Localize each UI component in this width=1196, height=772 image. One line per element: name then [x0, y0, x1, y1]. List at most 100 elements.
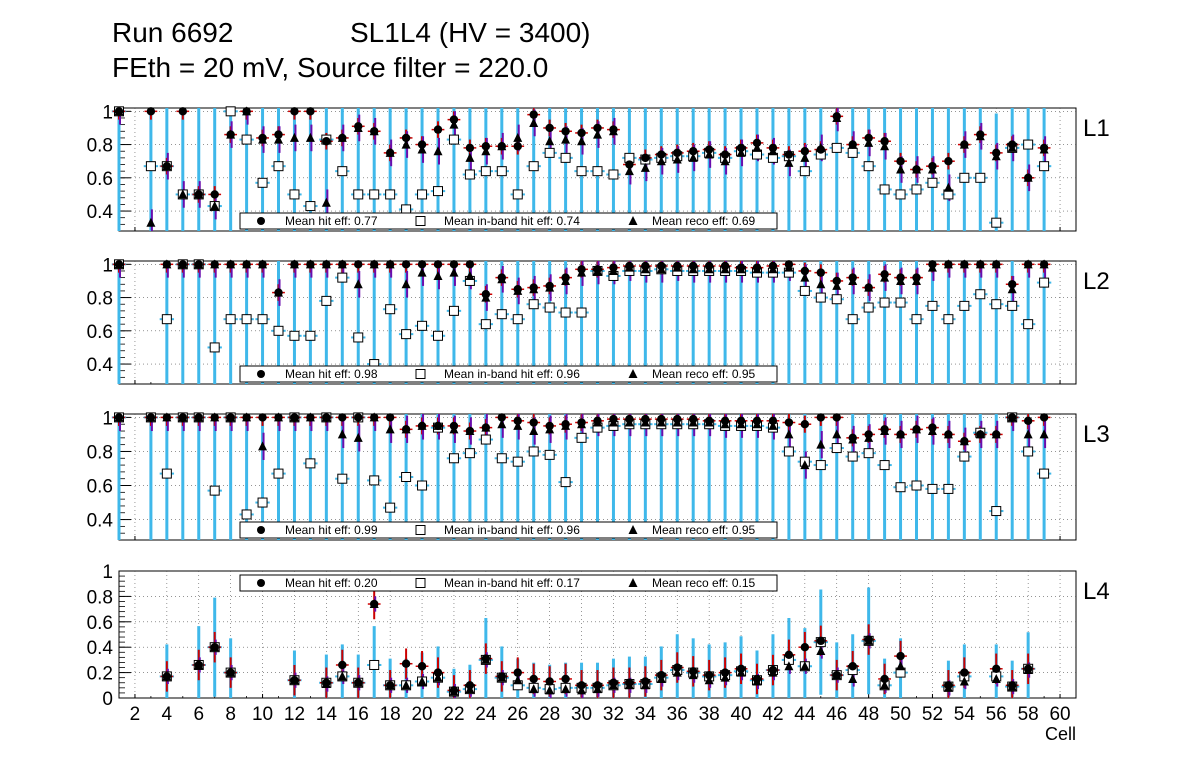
- hit-marker: [322, 678, 331, 687]
- hit-marker: [481, 290, 491, 299]
- reco-marker: [353, 279, 363, 289]
- hit-marker: [178, 107, 187, 116]
- hit-marker: [848, 433, 857, 443]
- hit-marker: [146, 413, 156, 422]
- reco-marker: [337, 671, 347, 681]
- inband-marker: [1023, 319, 1034, 330]
- inband-marker: [321, 295, 332, 306]
- legend-hit-label: Mean hit eff: 0.20: [285, 576, 378, 590]
- inband-marker: [847, 147, 858, 158]
- inband-marker: [863, 302, 874, 313]
- y-tick-label: 0.4: [87, 638, 114, 659]
- inband-marker: [975, 172, 986, 183]
- x-tick-label: 48: [858, 704, 879, 725]
- hit-marker: [290, 676, 299, 685]
- legend-inband-label: Mean in-band hit eff: 0.96: [444, 523, 580, 537]
- y-tick-label: 1: [102, 408, 113, 429]
- inband-marker: [305, 330, 316, 341]
- hit-marker: [768, 416, 778, 426]
- panel-l2: 0.4 0.6 0.8 1 Mean hit eff: 0.98 Mean in-band…: [87, 255, 1110, 385]
- reco-marker: [210, 201, 220, 211]
- inband-marker: [815, 460, 826, 471]
- x-tick-label: 36: [667, 704, 688, 725]
- hit-marker: [689, 147, 698, 156]
- hit-marker: [657, 261, 666, 271]
- hit-marker: [992, 430, 1001, 439]
- hit-marker: [449, 260, 459, 269]
- hit-marker: [1023, 173, 1033, 183]
- inband-marker: [911, 184, 922, 195]
- panel-l3: 0.4 0.6 0.8 1 Mean hit eff: 0.99 Mean in-band…: [87, 408, 1110, 541]
- x-tick-label: 14: [316, 704, 338, 725]
- y-tick-label: 0.6: [87, 169, 113, 190]
- hit-marker: [449, 421, 459, 431]
- hit-marker: [561, 420, 570, 429]
- hit-marker: [290, 260, 299, 269]
- hit-marker: [641, 677, 650, 686]
- inband-marker: [528, 446, 539, 457]
- hit-marker: [720, 416, 730, 426]
- hit-marker: [673, 663, 682, 672]
- reco-marker: [704, 149, 714, 159]
- reco-marker: [529, 426, 539, 436]
- hit-marker: [912, 273, 921, 282]
- hit-marker: [992, 664, 1001, 673]
- hit-marker: [816, 413, 825, 422]
- reco-marker: [848, 673, 858, 683]
- inband-marker: [592, 166, 603, 177]
- reco-marker: [385, 424, 395, 434]
- hit-marker: [417, 260, 427, 269]
- inband-marker: [895, 482, 906, 493]
- hit-marker: [752, 674, 762, 684]
- reco-marker: [449, 267, 459, 277]
- hit-marker: [752, 416, 762, 426]
- hit-marker: [481, 423, 491, 432]
- hit-marker: [641, 414, 650, 424]
- hit-marker: [928, 260, 937, 269]
- inband-marker: [831, 294, 842, 305]
- hit-marker: [960, 437, 969, 446]
- legend-hit-marker: [257, 526, 265, 534]
- reco-marker: [401, 279, 411, 289]
- reco-marker: [481, 146, 491, 156]
- hit-marker: [513, 142, 522, 151]
- inband-marker: [879, 297, 890, 308]
- reco-marker: [258, 441, 268, 451]
- inband-marker: [448, 134, 459, 145]
- inband-marker: [448, 453, 459, 464]
- hit-marker: [673, 261, 682, 271]
- legend-reco-marker: [628, 369, 638, 378]
- reco-marker: [433, 270, 443, 280]
- reco-marker: [896, 164, 906, 174]
- hit-marker: [338, 133, 347, 143]
- reco-marker: [417, 267, 427, 277]
- y-tick-label: 0.8: [87, 289, 113, 310]
- inband-marker: [863, 161, 874, 172]
- reco-marker: [497, 419, 507, 429]
- reco-marker: [337, 429, 347, 439]
- inband-marker: [385, 189, 396, 200]
- hit-marker: [513, 668, 522, 677]
- hit-marker: [736, 664, 746, 673]
- inband-marker: [927, 300, 938, 311]
- inband-marker: [528, 299, 539, 310]
- inband-marker: [145, 161, 156, 172]
- hit-marker: [274, 130, 283, 139]
- hit-marker: [832, 413, 841, 422]
- legend-inband-label: Mean in-band hit eff: 0.74: [444, 214, 580, 228]
- hit-marker: [577, 681, 586, 690]
- panel-label: L2: [1083, 268, 1110, 295]
- hit-marker: [736, 143, 746, 153]
- hit-marker: [1023, 664, 1033, 673]
- inband-marker: [783, 446, 794, 457]
- inband-marker: [369, 659, 380, 670]
- hit-marker: [226, 130, 235, 139]
- inband-marker: [1039, 161, 1050, 172]
- hit-marker: [816, 268, 825, 277]
- y-tick-label: 0.6: [87, 322, 113, 343]
- hit-marker: [194, 260, 203, 269]
- x-tick-label: 12: [284, 704, 305, 725]
- inband-marker: [560, 477, 571, 488]
- hit-marker: [848, 662, 857, 671]
- inband-marker: [991, 217, 1002, 228]
